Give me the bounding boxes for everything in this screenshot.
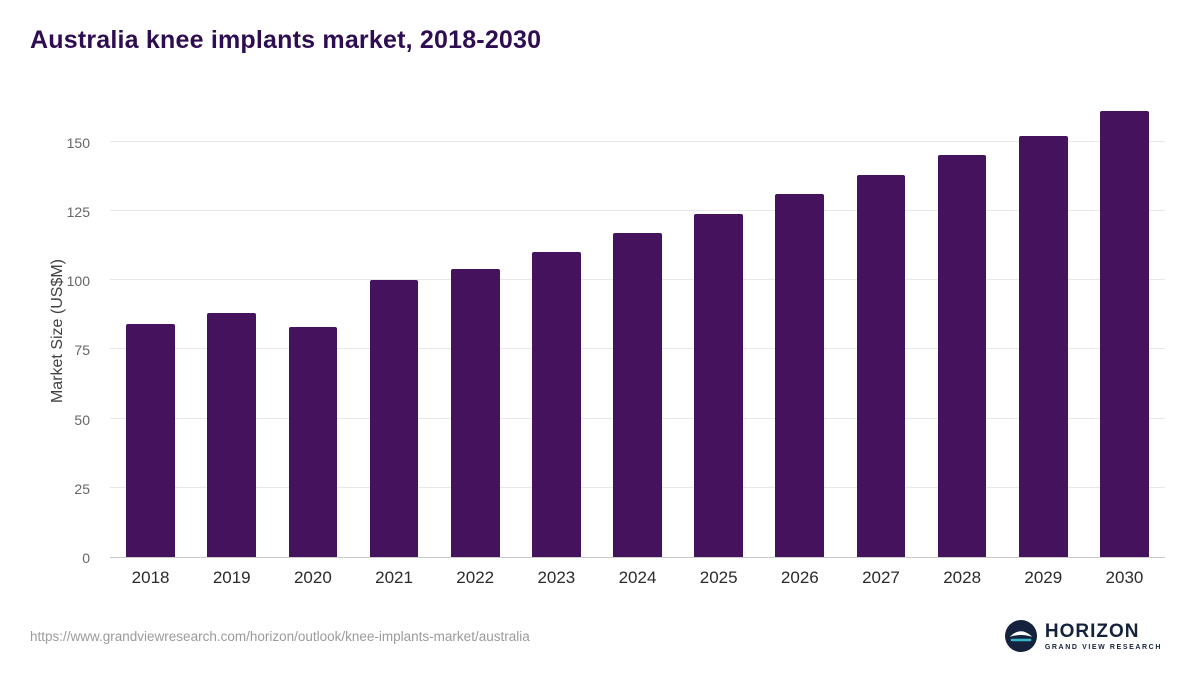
- plot-area: [110, 100, 1165, 558]
- x-tick-label: 2029: [1024, 568, 1063, 587]
- bar-2029: [1018, 136, 1068, 557]
- bar-2024: [613, 232, 662, 557]
- bar-2026: [775, 194, 825, 557]
- y-tick-label: 0: [82, 550, 90, 566]
- source-url: https://www.grandviewresearch.com/horizo…: [30, 629, 530, 644]
- bar-2018: [126, 324, 175, 557]
- y-axis-ticks: 0 25 50 75 100 125 150: [60, 100, 100, 566]
- page-title: Australia knee implants market, 2018-203…: [30, 26, 542, 54]
- x-tick-label: 2027: [862, 568, 900, 587]
- y-tick-label: 75: [74, 342, 90, 359]
- bar-column: [678, 100, 759, 557]
- bar-2025: [694, 213, 744, 557]
- x-tick-label: 2025: [699, 568, 738, 587]
- bar-2019: [207, 313, 257, 557]
- x-tick-label: 2022: [456, 568, 495, 587]
- y-tick-label: 50: [74, 411, 90, 428]
- bar-column: [191, 100, 272, 557]
- brand-logo: HORIZON GRAND VIEW RESEARCH: [1004, 620, 1162, 652]
- logo-text: HORIZON GRAND VIEW RESEARCH: [1045, 622, 1162, 651]
- x-tick-label: 2019: [212, 568, 251, 587]
- y-tick-label: 25: [74, 480, 90, 497]
- x-tick-label: 2021: [375, 568, 413, 587]
- logo-name: HORIZON: [1044, 620, 1140, 642]
- y-tick-label: 150: [66, 134, 90, 151]
- bar-column: [597, 100, 678, 557]
- bar-2022: [450, 268, 500, 557]
- bar-2030: [1100, 111, 1149, 557]
- bar-column: [435, 100, 516, 557]
- horizon-circle-icon: [1004, 620, 1037, 652]
- x-tick-label: 2030: [1105, 568, 1144, 587]
- x-tick-label: 2018: [131, 568, 170, 587]
- x-tick-label: 2026: [780, 568, 819, 587]
- bar-column: [759, 100, 840, 557]
- bar-column: [840, 100, 921, 557]
- bar-2020: [288, 327, 338, 557]
- bar-column: [110, 100, 191, 557]
- bar-column: [353, 100, 434, 557]
- gridline: [110, 140, 1165, 142]
- x-tick-label: 2028: [943, 568, 982, 587]
- y-tick-label: 100: [66, 273, 90, 290]
- bar-2027: [856, 174, 906, 557]
- bar-column: [922, 100, 1003, 557]
- bar-column: [272, 100, 353, 557]
- bar-2023: [532, 252, 581, 557]
- bar-column: [516, 100, 597, 557]
- logo-subtitle: GRAND VIEW RESEARCH: [1044, 643, 1162, 651]
- bar-2021: [369, 280, 419, 557]
- bars: [110, 100, 1165, 557]
- x-axis-labels: 2018 2019 2020 2021 2022 2023 2024 2025 2026 2027…: [110, 568, 1165, 588]
- bar-column: [1084, 100, 1165, 557]
- x-tick-label: 2020: [293, 568, 332, 587]
- y-tick-label: 125: [66, 203, 90, 220]
- gridline: [110, 209, 1165, 211]
- x-tick-label: 2023: [537, 568, 576, 587]
- x-tick-label: 2024: [618, 568, 657, 587]
- bar-column: [1003, 100, 1084, 557]
- bar-2028: [937, 155, 987, 557]
